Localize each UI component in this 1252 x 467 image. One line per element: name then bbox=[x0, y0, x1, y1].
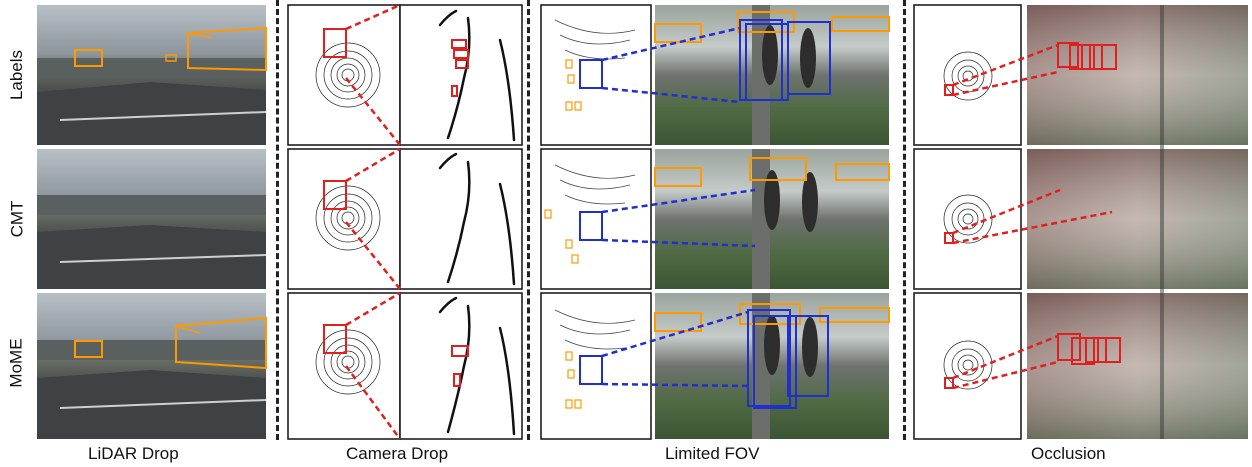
occlusion-red-highlights bbox=[944, 42, 1121, 390]
camera-drop-panels bbox=[287, 4, 523, 440]
occlusion-images bbox=[1027, 5, 1248, 439]
camera-drop-highlights bbox=[323, 3, 469, 440]
column-label-limited-fov: Limited FOV bbox=[665, 444, 760, 463]
limited-fov-bev-panels bbox=[540, 4, 652, 440]
separator-1 bbox=[276, 0, 279, 440]
column-label-occlusion: Occlusion bbox=[1031, 444, 1106, 463]
camera-drop-bev-rings bbox=[315, 42, 381, 395]
limited-fov-images bbox=[655, 5, 889, 439]
occlusion-bev-panels bbox=[913, 4, 1022, 440]
lidar-drop-mome-image bbox=[37, 293, 267, 439]
lidar-drop-labels-image bbox=[37, 5, 267, 145]
separator-2 bbox=[527, 0, 530, 440]
camera-drop-zoom-points bbox=[438, 9, 516, 436]
separator-3 bbox=[903, 0, 906, 440]
limited-fov-bev-points bbox=[554, 19, 636, 350]
limited-fov-blue-highlights bbox=[579, 19, 831, 409]
column-label-lidar-drop: LiDAR Drop bbox=[88, 444, 179, 463]
column-label-camera-drop: Camera Drop bbox=[346, 444, 449, 463]
lidar-drop-cmt-image bbox=[37, 149, 267, 289]
